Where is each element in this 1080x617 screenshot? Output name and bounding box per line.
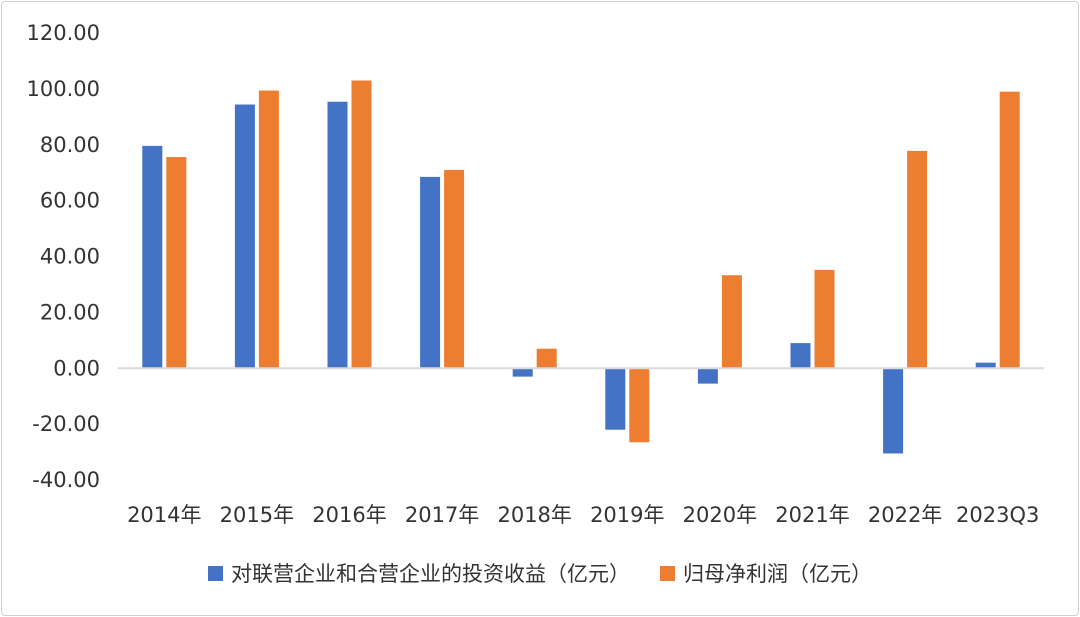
y-tick-label: 0.00 xyxy=(53,356,100,380)
bar-investment-income xyxy=(975,362,996,369)
bar-investment-income xyxy=(790,343,811,369)
legend-label-net-profit: 归母净利润（亿元） xyxy=(683,562,872,586)
bar-net-profit xyxy=(351,80,372,369)
x-tick-label: 2014年 xyxy=(127,503,201,527)
x-tick-label: 2021年 xyxy=(775,503,849,527)
bar-net-profit xyxy=(814,269,835,369)
y-axis: 120.00 100.00 80.00 60.00 40.00 20.00 0.00 -20.… xyxy=(27,21,100,492)
y-tick-label: 100.00 xyxy=(27,77,100,101)
bar-investment-income xyxy=(142,145,163,369)
legend-item-investment-income: 对联营企业和合营企业的投资收益（亿元） xyxy=(208,558,630,588)
legend-swatch-orange xyxy=(660,565,675,581)
legend: 对联营企业和合营企业的投资收益（亿元） 归母净利润（亿元） xyxy=(0,558,1080,588)
bar-net-profit xyxy=(999,91,1020,369)
x-tick-label: 2023Q3 xyxy=(956,503,1039,527)
bar-investment-income xyxy=(883,368,904,454)
x-tick-label: 2018年 xyxy=(497,503,571,527)
bar-investment-income xyxy=(234,104,255,369)
x-tick-label: 2020年 xyxy=(683,503,757,527)
bar-net-profit xyxy=(536,348,557,369)
x-tick-label: 2015年 xyxy=(220,503,294,527)
bar-investment-income xyxy=(420,176,441,369)
bars xyxy=(142,80,1020,454)
bar-net-profit xyxy=(258,90,279,369)
bar-net-profit xyxy=(721,275,742,369)
x-tick-label: 2016年 xyxy=(312,503,386,527)
bar-net-profit xyxy=(629,368,650,443)
x-tick-label: 2017年 xyxy=(405,503,479,527)
bar-investment-income xyxy=(512,368,533,377)
bar-net-profit xyxy=(166,157,187,369)
y-tick-label: 60.00 xyxy=(40,189,100,213)
x-tick-label: 2019年 xyxy=(590,503,664,527)
y-tick-label: 80.00 xyxy=(40,133,100,157)
x-axis: 2014年 2015年 2016年 2017年 2018年 2019年 2020年 2021年… xyxy=(127,503,1039,527)
legend-label-investment-income: 对联营企业和合营企业的投资收益（亿元） xyxy=(231,562,630,586)
y-tick-label: 40.00 xyxy=(40,245,100,269)
x-tick-label: 2022年 xyxy=(868,503,942,527)
bar-net-profit xyxy=(444,169,465,369)
bar-investment-income xyxy=(327,101,348,369)
y-tick-label: -20.00 xyxy=(32,412,100,436)
legend-item-net-profit: 归母净利润（亿元） xyxy=(660,558,872,588)
legend-swatch-blue xyxy=(208,565,223,581)
bar-net-profit xyxy=(907,150,928,369)
bar-investment-income xyxy=(605,368,626,430)
y-tick-label: -40.00 xyxy=(32,468,100,492)
bar-investment-income xyxy=(697,368,718,384)
y-tick-label: 20.00 xyxy=(40,300,100,324)
y-tick-label: 120.00 xyxy=(27,21,100,45)
